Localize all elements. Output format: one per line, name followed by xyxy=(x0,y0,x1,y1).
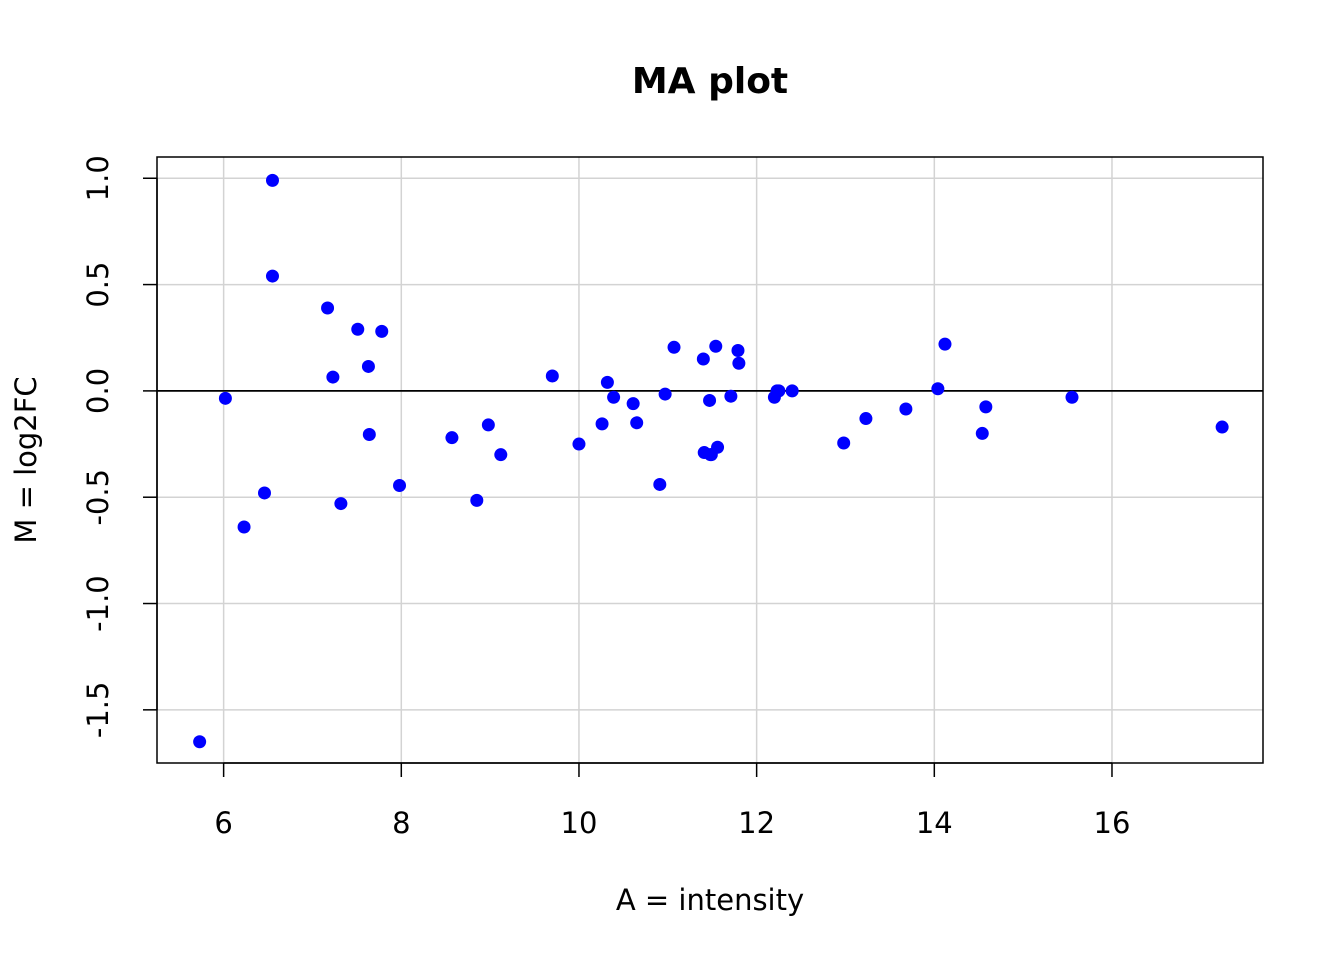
y-tick-label: 1.0 xyxy=(81,155,115,201)
data-point xyxy=(696,352,710,366)
data-point xyxy=(193,735,207,749)
data-point xyxy=(265,173,279,187)
data-point xyxy=(257,486,271,500)
y-tick-label: 0.5 xyxy=(81,262,115,308)
data-point xyxy=(732,356,746,370)
data-point xyxy=(1065,390,1079,404)
chart-title: MA plot xyxy=(632,61,788,102)
data-point xyxy=(375,324,389,338)
data-point xyxy=(938,337,952,351)
data-point xyxy=(785,384,799,398)
data-point xyxy=(931,382,945,396)
data-point xyxy=(979,400,993,414)
y-tick-label: 0.0 xyxy=(81,368,115,414)
data-point xyxy=(658,387,672,401)
data-point xyxy=(572,437,586,451)
y-tick-label: -1.5 xyxy=(81,682,115,739)
data-point xyxy=(837,436,851,450)
x-tick-label: 6 xyxy=(214,806,232,840)
data-point xyxy=(653,477,667,491)
data-point xyxy=(361,359,375,373)
data-point xyxy=(626,397,640,411)
data-point xyxy=(545,369,559,383)
y-axis: -1.5 -1.0 -0.5 0.0 0.5 1.0 xyxy=(81,155,158,739)
data-point xyxy=(445,431,459,445)
data-point xyxy=(709,339,723,353)
data-point xyxy=(703,393,717,407)
data-point xyxy=(218,391,232,405)
data-point xyxy=(711,440,725,454)
data-point xyxy=(859,412,873,426)
x-axis: 6 8 10 12 14 16 xyxy=(214,762,1131,840)
x-tick-label: 16 xyxy=(1094,806,1131,840)
data-point xyxy=(362,427,376,441)
data-point xyxy=(975,426,989,440)
data-point xyxy=(237,520,251,534)
y-tick-label: -1.0 xyxy=(81,575,115,632)
data-point xyxy=(731,343,745,357)
data-point xyxy=(470,493,484,507)
data-point xyxy=(667,340,681,354)
x-tick-label: 14 xyxy=(916,806,953,840)
data-point xyxy=(595,417,609,431)
data-point xyxy=(265,269,279,283)
y-axis-label: M = log2FC xyxy=(9,376,43,543)
data-point xyxy=(630,416,644,430)
data-point xyxy=(351,322,365,336)
data-point xyxy=(334,497,348,511)
data-point xyxy=(1215,420,1229,434)
data-point xyxy=(321,301,335,315)
data-point xyxy=(899,402,913,416)
x-axis-label: A = intensity xyxy=(616,883,804,917)
data-points xyxy=(193,173,1229,749)
y-tick-label: -0.5 xyxy=(81,469,115,526)
data-point xyxy=(481,418,495,432)
x-tick-label: 8 xyxy=(392,806,410,840)
data-point xyxy=(772,384,786,398)
data-point xyxy=(724,389,738,403)
data-point xyxy=(393,479,407,493)
data-point xyxy=(494,448,508,462)
data-point xyxy=(600,375,614,389)
x-tick-label: 12 xyxy=(738,806,775,840)
x-tick-label: 10 xyxy=(561,806,598,840)
data-point xyxy=(326,370,340,384)
data-point xyxy=(607,390,621,404)
